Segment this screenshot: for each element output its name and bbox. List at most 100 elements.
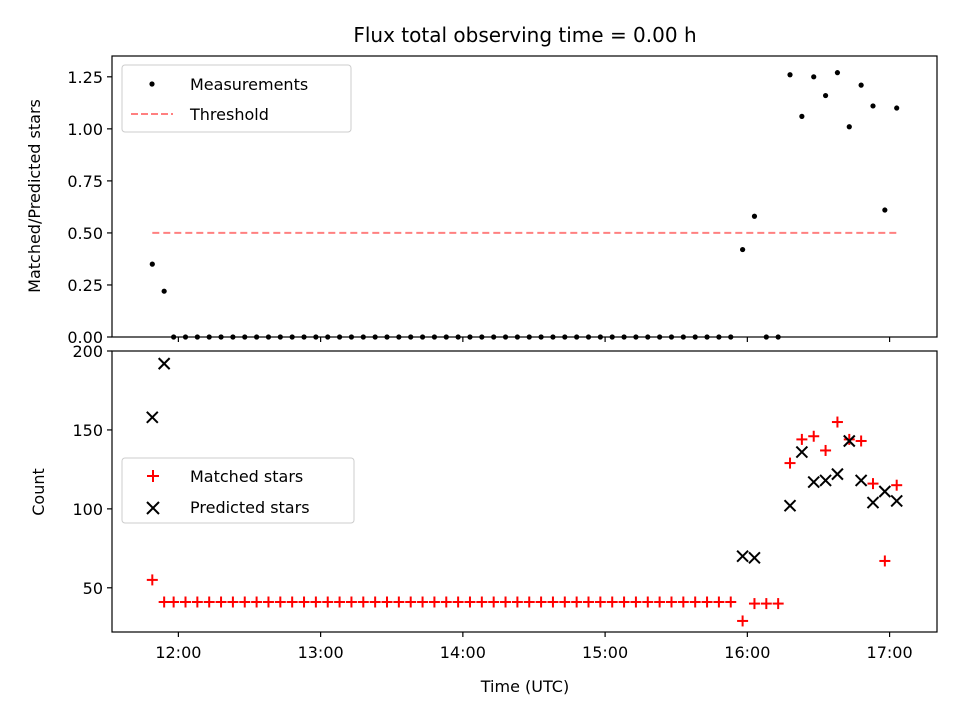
matched-star-point xyxy=(381,596,393,608)
matched-star-point xyxy=(168,596,180,608)
bottom-panel-frame xyxy=(111,350,938,633)
matched-star-point xyxy=(191,596,203,608)
measurement-point xyxy=(894,105,900,111)
matched-star-point xyxy=(393,596,405,608)
matched-star-point xyxy=(630,596,642,608)
top-panel-frame xyxy=(111,55,938,338)
matched-star-point xyxy=(618,596,630,608)
predicted-star-point xyxy=(831,467,844,481)
top-x-axis xyxy=(177,337,891,342)
measurement-point xyxy=(751,213,758,219)
matched-star-point xyxy=(725,596,737,608)
x-tick-label: 12:00 xyxy=(155,643,201,662)
matched-star-point xyxy=(808,430,820,442)
matched-star-point xyxy=(488,596,500,608)
matched-star-point xyxy=(772,598,784,610)
y-tick-label: 1.25 xyxy=(67,68,103,87)
legend-matched-label: Matched stars xyxy=(190,467,303,486)
matched-star-point xyxy=(535,596,547,608)
y-tick-label: 0.00 xyxy=(67,328,103,347)
matched-star-point xyxy=(440,596,452,608)
matched-star-point xyxy=(417,596,429,608)
x-tick-label: 13:00 xyxy=(298,643,344,662)
measurement-point xyxy=(858,82,864,88)
y-tick-label: 100 xyxy=(72,500,103,519)
predicted-star-point xyxy=(807,475,820,489)
predicted-star-point xyxy=(783,499,797,512)
measurement-point xyxy=(811,74,817,80)
matched-star-point xyxy=(310,596,322,608)
bottom-panel-marks xyxy=(146,357,903,627)
y-tick-label: 50 xyxy=(83,579,103,598)
predicted-star-point xyxy=(157,357,171,370)
matched-star-point xyxy=(879,555,891,567)
matched-star-point xyxy=(713,596,725,608)
matched-star-point xyxy=(642,596,654,608)
chart-title: Flux total observing time = 0.00 h xyxy=(353,23,696,47)
bottom-y-axis-label: Count xyxy=(29,468,48,516)
x-tick-label: 16:00 xyxy=(724,643,770,662)
predicted-star-point xyxy=(878,485,892,498)
matched-star-point xyxy=(665,596,677,608)
matched-star-point xyxy=(345,596,357,608)
matched-star-point xyxy=(298,596,310,608)
bottom-x-axis: 12:00 13:00 14:00 15:00 16:00 17:00 xyxy=(155,632,913,662)
matched-star-point xyxy=(654,596,666,608)
matched-star-point xyxy=(867,478,879,490)
x-tick-label: 15:00 xyxy=(582,643,628,662)
legend-measurements-marker xyxy=(149,81,155,87)
matched-star-point xyxy=(594,596,606,608)
top-legend: Measurements Threshold xyxy=(121,64,352,133)
matched-star-point xyxy=(891,479,903,491)
matched-star-point xyxy=(820,444,832,456)
x-tick-label: 14:00 xyxy=(440,643,486,662)
legend-predicted-marker xyxy=(146,501,160,515)
measurement-point xyxy=(846,124,852,130)
predicted-star-point xyxy=(819,474,832,487)
matched-star-point xyxy=(405,596,417,608)
predicted-star-point xyxy=(146,411,159,424)
predicted-star-point xyxy=(748,551,761,565)
matched-star-point xyxy=(737,615,749,627)
matched-star-point xyxy=(855,435,867,447)
measurement-point xyxy=(870,103,876,109)
matched-star-point xyxy=(760,598,772,610)
matched-star-point xyxy=(239,596,251,608)
y-tick-label: 1.00 xyxy=(67,120,103,139)
matched-star-point xyxy=(334,596,346,608)
predicted-star-point xyxy=(890,494,903,508)
matched-star-point xyxy=(701,596,713,608)
matched-star-point xyxy=(583,596,595,608)
x-tick-label: 17:00 xyxy=(867,643,913,662)
matched-star-point xyxy=(748,598,760,610)
legend-predicted-label: Predicted stars xyxy=(190,498,310,517)
measurement-point xyxy=(740,246,746,253)
y-tick-label: 0.25 xyxy=(67,276,103,295)
predicted-star-point xyxy=(843,434,856,448)
measurement-point xyxy=(834,70,841,76)
matched-star-point xyxy=(831,416,843,428)
matched-star-point xyxy=(796,433,808,445)
y-tick-label: 0.75 xyxy=(67,172,103,191)
matched-star-point xyxy=(227,596,239,608)
bottom-legend: Matched stars Predicted stars xyxy=(121,457,355,524)
matched-star-point xyxy=(262,596,274,608)
matched-star-point xyxy=(215,596,227,608)
matched-star-point xyxy=(464,596,476,608)
matched-star-point xyxy=(369,596,381,608)
top-y-axis-label: Matched/Predicted stars xyxy=(25,99,44,293)
matched-star-point xyxy=(158,596,170,608)
predicted-star-point xyxy=(854,474,868,487)
matched-star-point xyxy=(146,574,158,586)
y-tick-label: 200 xyxy=(72,342,103,361)
matched-star-point xyxy=(843,433,855,445)
x-axis-label: Time (UTC) xyxy=(480,677,569,696)
legend-threshold-label: Threshold xyxy=(189,105,269,124)
predicted-star-point xyxy=(795,445,809,459)
top-legend-box xyxy=(121,64,352,133)
matched-star-point xyxy=(428,596,440,608)
matched-star-point xyxy=(784,457,796,469)
measurement-point xyxy=(822,92,829,99)
matched-star-point xyxy=(322,596,334,608)
